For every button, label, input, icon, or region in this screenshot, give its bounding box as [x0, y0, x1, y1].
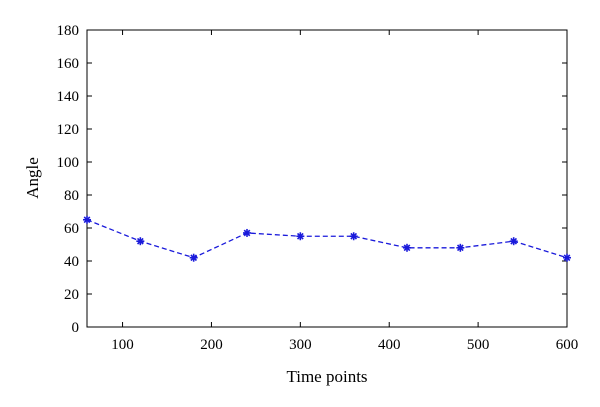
series-line [86, 219, 568, 259]
x-axis: 100 200 300 400 500 600 [111, 30, 578, 353]
y-tick-label: 20 [64, 287, 79, 303]
x-tick-label: 200 [200, 337, 223, 353]
data-point [136, 237, 145, 246]
y-axis-title: Angle [23, 157, 42, 199]
data-point [509, 237, 518, 246]
data-point [189, 253, 198, 262]
data-point [456, 243, 465, 252]
y-axis: 0 20 40 60 80 100 120 140 160 180 [57, 23, 567, 336]
y-tick-label: 0 [72, 320, 80, 336]
x-tick-label: 600 [556, 337, 579, 353]
y-tick-label: 40 [64, 254, 79, 270]
y-tick-label: 140 [57, 89, 80, 105]
y-tick-label: 100 [57, 155, 80, 171]
y-tick-label: 160 [57, 56, 80, 72]
data-point [83, 215, 91, 224]
data-point [349, 232, 358, 241]
data-point [563, 253, 571, 262]
x-tick-label: 100 [111, 337, 134, 353]
y-tick-label: 120 [57, 122, 80, 138]
y-tick-label: 60 [64, 221, 79, 237]
series-layer [83, 215, 571, 262]
x-tick-label: 500 [467, 337, 490, 353]
x-axis-title: Time points [286, 367, 367, 386]
data-point [296, 232, 305, 241]
y-tick-label: 80 [64, 188, 79, 204]
y-tick-label: 180 [57, 23, 80, 39]
x-tick-label: 400 [378, 337, 401, 353]
x-tick-label: 300 [289, 337, 312, 353]
data-point [243, 228, 251, 237]
data-point [403, 243, 411, 252]
plot-area [86, 29, 568, 328]
